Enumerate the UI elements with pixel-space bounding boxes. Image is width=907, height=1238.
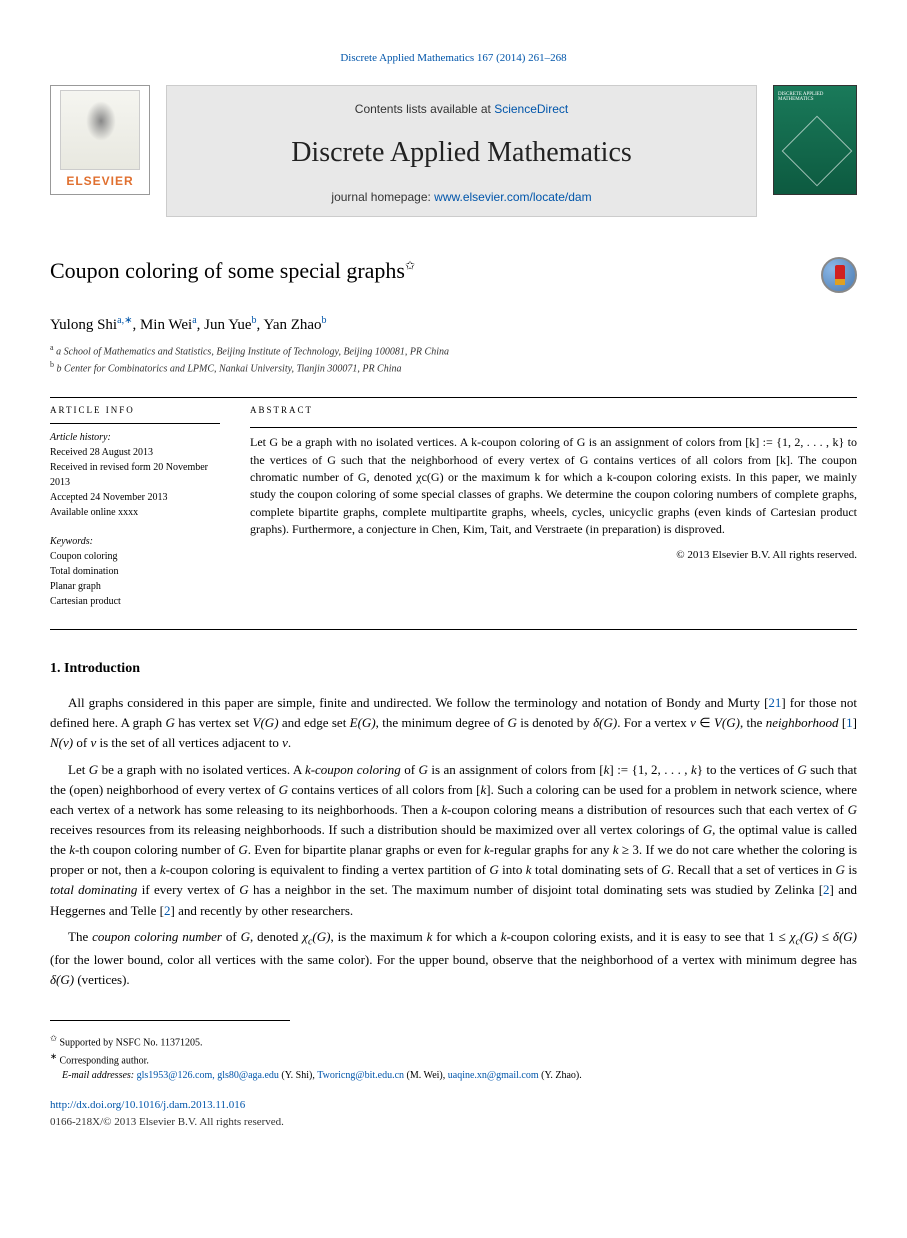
author-3-aff[interactable]: b <box>252 315 257 326</box>
ref-21[interactable]: 21 <box>768 695 781 710</box>
title-text: Coupon coloring of some special graphs <box>50 258 405 283</box>
citation-line: Discrete Applied Mathematics 167 (2014) … <box>50 50 857 67</box>
abstract-copyright: © 2013 Elsevier B.V. All rights reserved… <box>250 547 857 564</box>
doi-block: http://dx.doi.org/10.1016/j.dam.2013.11.… <box>50 1097 857 1130</box>
keyword-1: Coupon coloring <box>50 549 220 564</box>
history-received: Received 28 August 2013 <box>50 445 220 460</box>
elsevier-logo: ELSEVIER <box>50 85 150 195</box>
footnotes: ✩ Supported by NSFC No. 11371205. ∗ Corr… <box>50 1033 857 1083</box>
section-1-head: 1. Introduction <box>50 658 857 679</box>
corresponding-footnote: ∗ Corresponding author. <box>50 1051 857 1069</box>
corr-text: Corresponding author. <box>59 1055 148 1066</box>
email-3-who: (Y. Zhao). <box>541 1070 582 1081</box>
contents-line: Contents lists available at ScienceDirec… <box>355 100 568 118</box>
crossmark-icon[interactable] <box>821 257 857 293</box>
rule-top <box>50 397 857 398</box>
authors-line: Yulong Shia,∗, Min Weia, Jun Yueb, Yan Z… <box>50 313 857 337</box>
journal-header: ELSEVIER Contents lists available at Sci… <box>50 85 857 217</box>
author-1-corr[interactable]: ,∗ <box>122 315 133 326</box>
journal-box: Contents lists available at ScienceDirec… <box>166 85 757 217</box>
history-accepted: Accepted 24 November 2013 <box>50 490 220 505</box>
author-2: Min Wei <box>140 317 192 333</box>
footnote-rule-block <box>50 1020 290 1027</box>
email-1[interactable]: gls1953@126.com, gls80@aga.edu <box>137 1070 279 1081</box>
email-1-who: (Y. Shi), <box>281 1070 314 1081</box>
contents-prefix: Contents lists available at <box>355 102 494 116</box>
homepage-prefix: journal homepage: <box>331 190 434 204</box>
author-1: Yulong Shi <box>50 317 117 333</box>
corr-mark: ∗ <box>50 1052 57 1061</box>
keywords-label: Keywords: <box>50 534 220 549</box>
ref-2b[interactable]: 2 <box>164 903 171 918</box>
info-rule <box>50 423 220 424</box>
para-3: The coupon coloring number of G, denoted… <box>50 927 857 990</box>
abstract-column: ABSTRACT Let G be a graph with no isolat… <box>250 404 857 624</box>
author-4: Yan Zhao <box>263 317 321 333</box>
author-3: Jun Yue <box>204 317 251 333</box>
abstract-rule <box>250 427 857 428</box>
email-2[interactable]: Tworicng@bit.edu.cn <box>317 1070 404 1081</box>
sciencedirect-link[interactable]: ScienceDirect <box>494 102 568 116</box>
cover-thumb-title: DISCRETE APPLIED MATHEMATICS <box>778 92 852 103</box>
affiliations: a a School of Mathematics and Statistics… <box>50 342 857 377</box>
aff-a-text: a School of Mathematics and Statistics, … <box>56 346 449 357</box>
email-3[interactable]: uaqine.xn@gmail.com <box>448 1070 539 1081</box>
title-footnote-mark: ✩ <box>405 258 415 272</box>
ref-2a[interactable]: 2 <box>823 882 830 897</box>
email-label: E-mail addresses: <box>62 1070 134 1081</box>
keyword-2: Total domination <box>50 564 220 579</box>
journal-title: Discrete Applied Mathematics <box>291 132 632 174</box>
journal-cover-thumb: DISCRETE APPLIED MATHEMATICS <box>773 85 857 195</box>
funding-text: Supported by NSFC No. 11371205. <box>59 1037 202 1048</box>
funding-mark: ✩ <box>50 1034 57 1043</box>
history-revised: Received in revised form 20 November 201… <box>50 460 220 490</box>
para-1: All graphs considered in this paper are … <box>50 693 857 753</box>
aff-b-text: b Center for Combinatorics and LPMC, Nan… <box>57 364 402 375</box>
article-info-head: ARTICLE INFO <box>50 404 220 418</box>
author-2-aff[interactable]: a <box>192 315 196 326</box>
affiliation-a: a a School of Mathematics and Statistics… <box>50 342 857 359</box>
history-label: Article history: <box>50 430 220 445</box>
corr-star: ∗ <box>124 315 132 326</box>
author-4-aff[interactable]: b <box>322 315 327 326</box>
history-block: Article history: Received 28 August 2013… <box>50 430 220 520</box>
email-footnote: E-mail addresses: gls1953@126.com, gls80… <box>50 1069 857 1084</box>
article-info-column: ARTICLE INFO Article history: Received 2… <box>50 404 220 624</box>
doi-link[interactable]: http://dx.doi.org/10.1016/j.dam.2013.11.… <box>50 1099 245 1111</box>
abstract-text: Let G be a graph with no isolated vertic… <box>250 434 857 538</box>
paper-title: Coupon coloring of some special graphs✩ <box>50 257 801 286</box>
email-2-who: (M. Wei), <box>407 1070 446 1081</box>
funding-footnote: ✩ Supported by NSFC No. 11371205. <box>50 1033 857 1051</box>
doi-rights: 0166-218X/© 2013 Elsevier B.V. All right… <box>50 1116 284 1128</box>
affiliation-b: b b Center for Combinatorics and LPMC, N… <box>50 359 857 376</box>
elsevier-tree-icon <box>60 90 140 170</box>
abstract-head: ABSTRACT <box>250 404 857 418</box>
ref-1[interactable]: 1 <box>846 715 853 730</box>
keyword-4: Cartesian product <box>50 594 220 609</box>
rule-bottom <box>50 629 857 630</box>
homepage-line: journal homepage: www.elsevier.com/locat… <box>331 188 591 206</box>
keywords-block: Keywords: Coupon coloring Total dominati… <box>50 534 220 609</box>
para-2: Let G be a graph with no isolated vertic… <box>50 760 857 921</box>
elsevier-label: ELSEVIER <box>66 172 133 190</box>
history-online: Available online xxxx <box>50 505 220 520</box>
body-text: All graphs considered in this paper are … <box>50 693 857 990</box>
keyword-3: Planar graph <box>50 579 220 594</box>
homepage-link[interactable]: www.elsevier.com/locate/dam <box>434 190 591 204</box>
